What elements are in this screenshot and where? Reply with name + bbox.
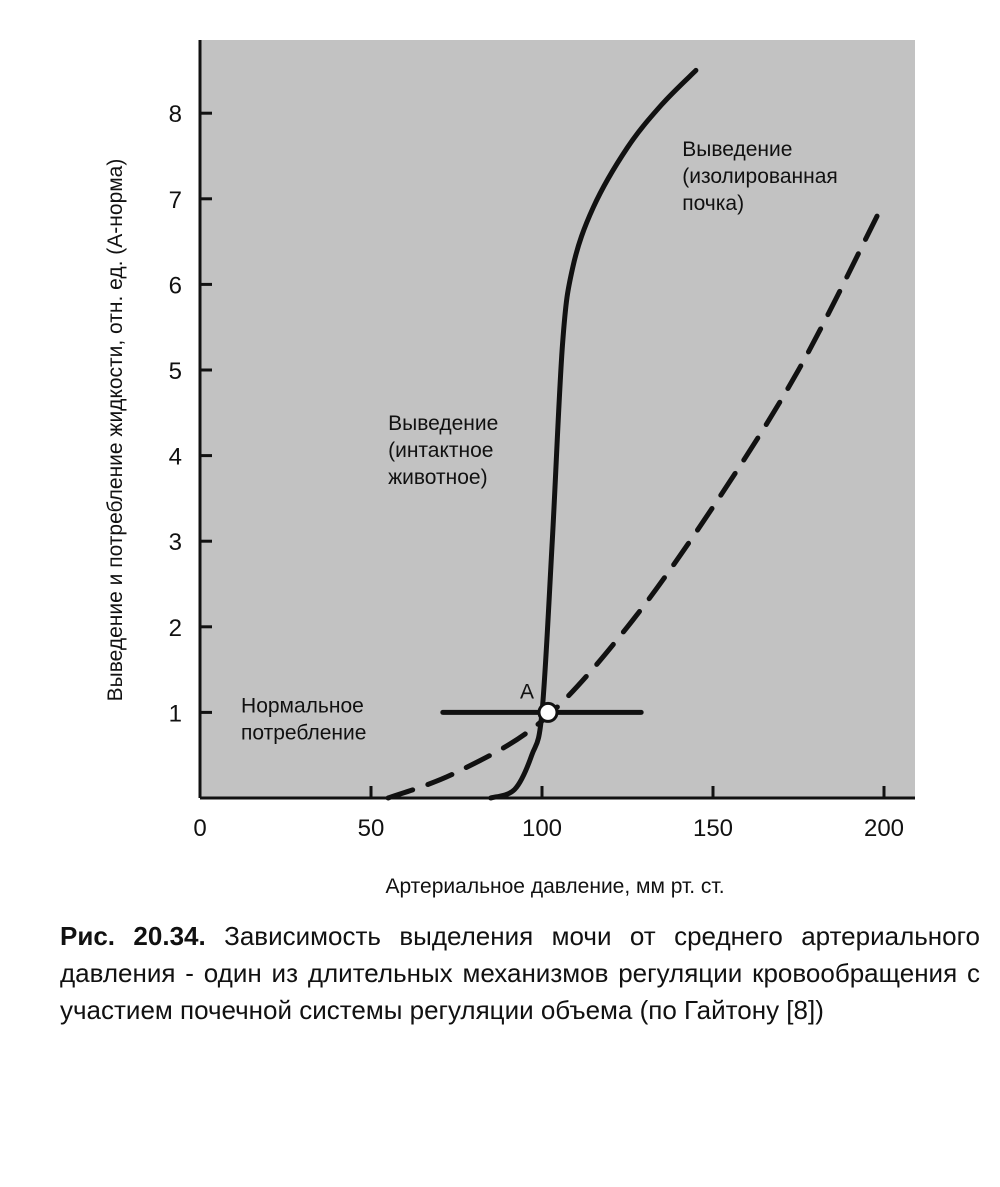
annotation-line: потребление: [241, 721, 366, 744]
annotations-layer: А Выведение (изолированная почка) Выведение (…: [241, 138, 838, 744]
annotation-line: Выведение: [388, 412, 498, 435]
series-annotation: Выведение (интактное животное): [388, 412, 498, 489]
figure-number: Рис. 20.34.: [60, 921, 206, 951]
annotation-line: почка): [682, 192, 744, 215]
y-tick-label: 2: [169, 615, 182, 642]
annotation-line: животное): [388, 466, 487, 489]
annotation-line: (интактное: [388, 439, 493, 462]
x-tick-label: 150: [693, 815, 733, 842]
annotation-line: (изолированная: [682, 165, 838, 188]
annotation-line: Выведение: [682, 138, 792, 161]
y-tick-label: 4: [169, 444, 182, 471]
y-axis-label: Выведение и потребление жидкости, отн. е…: [104, 159, 127, 702]
y-tick-label: 8: [169, 101, 182, 128]
y-tick-label: 6: [169, 272, 182, 299]
x-tick-label: 0: [193, 815, 206, 842]
ticks-layer: 1 2 3 4 5 6 7 8 0 50 100 150 200: [169, 101, 904, 842]
x-tick-label: 50: [358, 815, 385, 842]
x-tick-label: 200: [864, 815, 904, 842]
figure-caption: Рис. 20.34. Зависимость выделения мочи о…: [60, 918, 980, 1029]
series-annotation: Нормальное потребление: [241, 694, 366, 744]
x-tick-label: 100: [522, 815, 562, 842]
x-axis-label: Артериальное давление, мм рт. ст.: [385, 875, 724, 898]
equilibrium-point: [537, 701, 559, 723]
point-label: А: [520, 680, 534, 703]
y-tick-label: 5: [169, 358, 182, 385]
y-tick-label: 3: [169, 529, 182, 556]
axes-layer: [198, 40, 915, 800]
y-tick-label: 1: [169, 700, 182, 727]
caption-text: Зависимость выделения мочи от среднего а…: [60, 921, 980, 1025]
series-line-0: [385, 213, 880, 801]
series-annotation: Выведение (изолированная почка): [682, 138, 838, 215]
y-tick-label: 7: [169, 187, 182, 214]
series-line-1: [488, 67, 699, 801]
annotation-line: Нормальное: [241, 694, 364, 717]
